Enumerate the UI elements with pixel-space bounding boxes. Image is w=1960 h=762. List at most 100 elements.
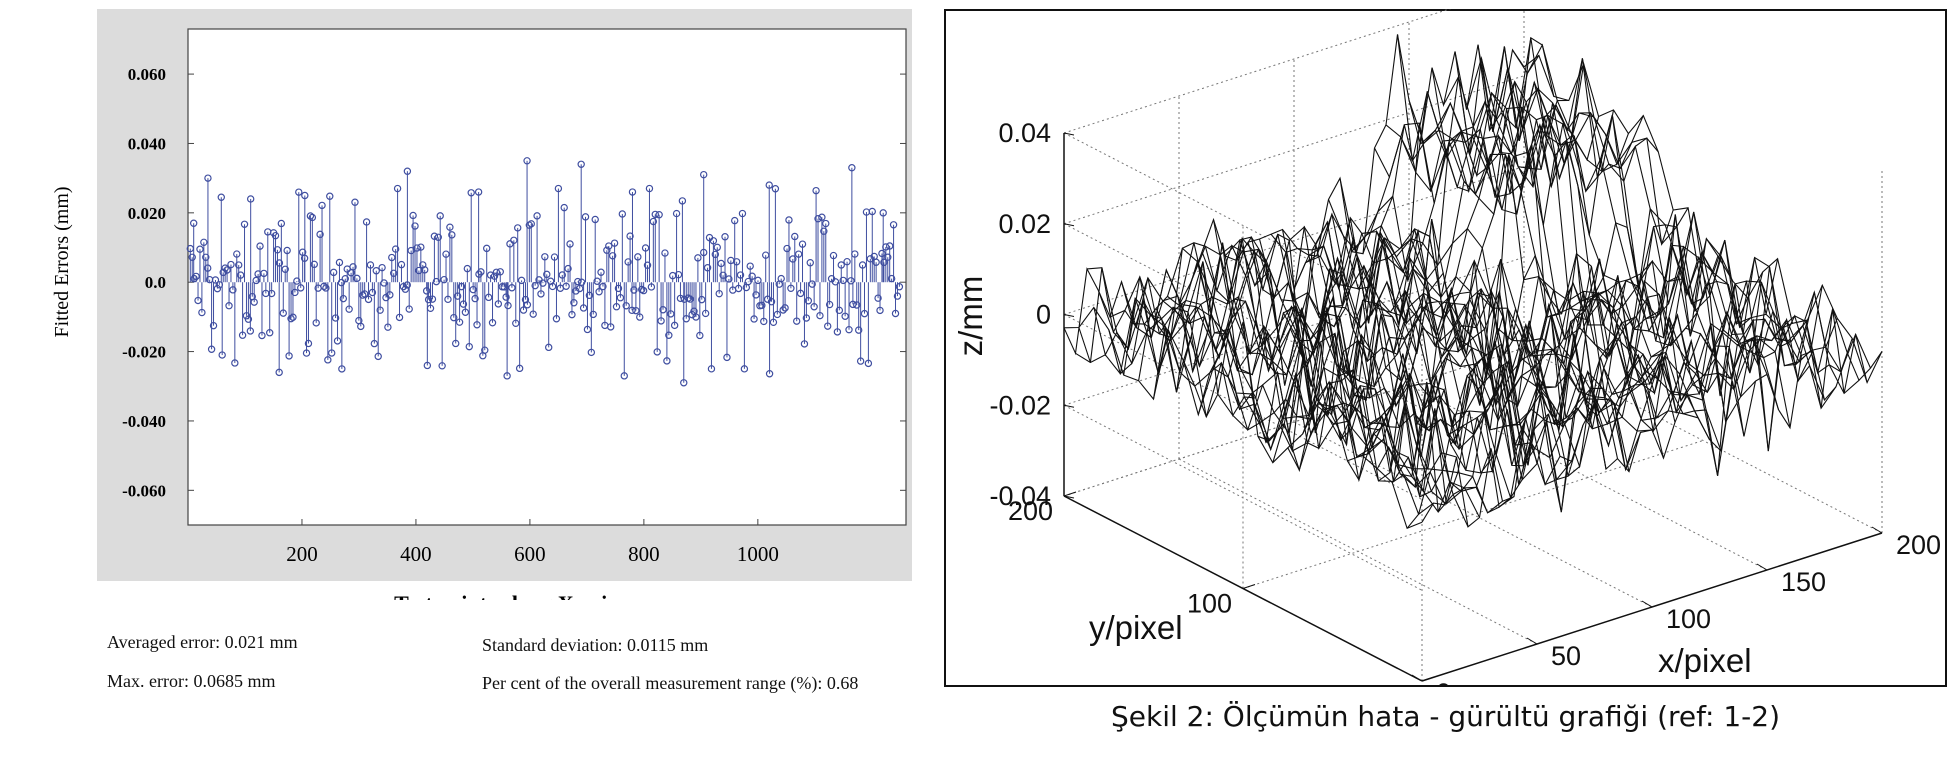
- error-point: [781, 304, 789, 312]
- error-point: [200, 238, 208, 247]
- error-point: [293, 277, 301, 285]
- error-point: [750, 315, 758, 323]
- error-point: [595, 288, 603, 296]
- error-point: [202, 253, 210, 261]
- error-point: [362, 218, 371, 226]
- error-point: [856, 357, 865, 365]
- grid-line: [1063, 9, 1452, 134]
- error-point: [474, 188, 483, 196]
- error-point: [585, 291, 594, 300]
- error-point: [562, 282, 570, 290]
- error-point: [744, 277, 752, 286]
- error-point: [587, 348, 596, 357]
- error-point: [353, 274, 361, 283]
- error-point: [459, 300, 468, 308]
- error-point: [630, 286, 638, 294]
- error-point: [235, 261, 243, 269]
- z-tick-label: -0.02: [989, 390, 1051, 420]
- error-point: [721, 233, 729, 241]
- error-point: [221, 264, 229, 272]
- z-tick-mark: [1063, 223, 1075, 227]
- error-point: [378, 263, 386, 272]
- error-point: [238, 331, 247, 339]
- error-point: [610, 239, 619, 247]
- error-point: [428, 295, 437, 303]
- y-tick-label: -0.060: [122, 481, 166, 500]
- error-point: [395, 313, 404, 322]
- error-point: [492, 268, 501, 276]
- error-point: [866, 255, 875, 263]
- error-point: [246, 327, 255, 335]
- grid-line: [1408, 384, 1768, 571]
- error-point: [779, 306, 787, 314]
- error-point: [839, 276, 847, 285]
- surface-chart: 0.040.020-0.02-0.042001000050100150200 z…: [952, 9, 1941, 687]
- error-point: [357, 322, 365, 331]
- y-tick-label-3d: 200: [1008, 496, 1053, 526]
- error-point: [855, 326, 863, 334]
- error-point: [872, 258, 880, 266]
- error-point: [564, 264, 572, 273]
- error-point: [793, 317, 801, 325]
- surface-column-line: [1351, 225, 1710, 440]
- error-point: [853, 301, 861, 309]
- error-point: [285, 352, 293, 360]
- error-point: [570, 299, 578, 307]
- error-point: [413, 244, 421, 252]
- error-point: [736, 271, 745, 279]
- error-point: [218, 351, 226, 359]
- error-point: [698, 295, 706, 304]
- error-point: [868, 207, 876, 216]
- error-point: [548, 282, 557, 291]
- surface-column-line: [1374, 122, 1734, 476]
- error-point: [275, 259, 284, 267]
- y-tick-label: 0.020: [128, 204, 166, 223]
- error-point: [825, 300, 834, 309]
- error-point: [860, 309, 869, 318]
- error-point: [291, 288, 299, 297]
- error-point: [552, 315, 561, 323]
- error-point: [481, 346, 489, 354]
- error-point: [436, 212, 444, 220]
- x-tick-label: 600: [514, 542, 546, 566]
- error-point: [390, 269, 398, 277]
- error-point: [773, 310, 782, 319]
- error-point: [653, 348, 661, 356]
- error-point: [306, 212, 315, 220]
- error-point: [717, 259, 725, 268]
- error-point: [434, 233, 442, 241]
- error-point: [626, 232, 634, 240]
- error-point: [645, 184, 654, 193]
- error-point: [271, 231, 280, 240]
- surface-column-line: [1523, 54, 1883, 384]
- error-point: [502, 293, 510, 301]
- error-point: [624, 258, 632, 266]
- error-point: [800, 340, 809, 348]
- error-point: [643, 261, 652, 269]
- error-point: [517, 276, 526, 285]
- error-point: [244, 315, 253, 323]
- error-point: [287, 314, 295, 323]
- z-tick-label: 0.02: [998, 209, 1051, 239]
- error-point: [401, 285, 410, 293]
- x-tick-label-3d: 150: [1781, 567, 1826, 597]
- error-point: [794, 250, 803, 258]
- surface-column-line: [1305, 217, 1665, 459]
- error-point: [607, 323, 615, 331]
- error-point: [879, 209, 887, 217]
- surface-column-line: [1155, 299, 1515, 509]
- x-tick-label-3d: 100: [1666, 604, 1711, 634]
- z-tick-label: 0: [1036, 300, 1051, 330]
- error-point: [661, 249, 669, 257]
- error-point: [612, 302, 621, 311]
- error-point: [769, 318, 778, 327]
- error-point: [423, 361, 432, 370]
- error-point: [326, 192, 334, 200]
- y-tick-label-3d: 100: [1187, 589, 1232, 619]
- error-point: [295, 188, 303, 196]
- error-point: [831, 278, 840, 286]
- error-point: [545, 343, 553, 352]
- error-point: [320, 282, 328, 291]
- error-point: [822, 219, 830, 228]
- error-point: [579, 304, 588, 312]
